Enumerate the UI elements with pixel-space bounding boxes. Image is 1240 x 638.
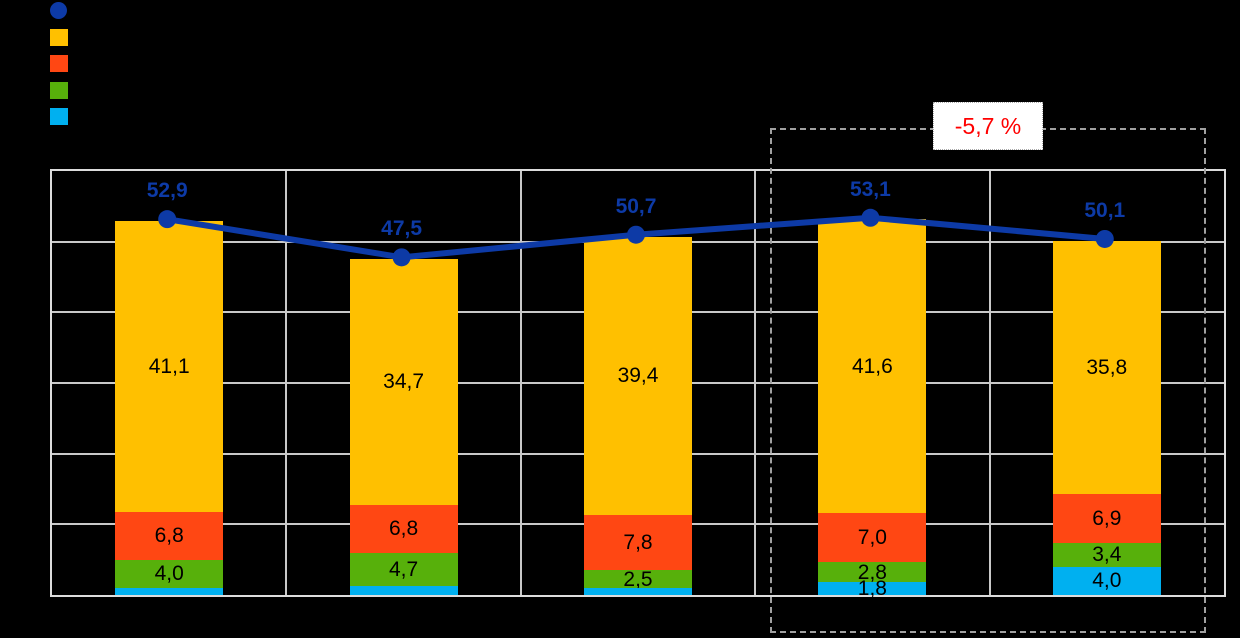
legend	[0, 0, 120, 140]
segment-cyan	[115, 587, 224, 595]
plot-area: 41,1 6,8 4,0 34,7 6,8 4,7 39,4 7,8 2,5 41,6 7,0 2,8…	[50, 169, 1226, 599]
line-value-label: 50,7	[615, 194, 657, 218]
segment-orange-value-label: 7,8	[623, 531, 653, 555]
legend-marker-segment-cyan-icon	[50, 108, 68, 125]
stacked-bar-4: 41,6 7,0 2,8 1,8	[818, 219, 927, 599]
segment-green-value-label: 4,7	[388, 557, 419, 581]
segment-green-value-label: 2,5	[623, 567, 653, 591]
segment-orange: 7,8	[584, 515, 692, 571]
legend-marker-segment-orange-icon	[50, 55, 68, 72]
segment-cyan	[349, 585, 458, 595]
line-value-label: 53,1	[849, 177, 891, 201]
segment-yellow: 35,8	[1052, 240, 1161, 494]
segment-green: 3,4	[1052, 542, 1161, 567]
segment-yellow-value-label: 34,7	[383, 370, 425, 394]
segment-green: 2,5	[584, 567, 692, 591]
annotation-label: -5,7 %	[954, 112, 1022, 139]
legend-marker-total-line-icon	[50, 2, 67, 19]
segment-yellow-value-label: 41,6	[851, 354, 893, 378]
segment-green: 4,7	[349, 552, 458, 586]
segment-yellow: 41,1	[115, 221, 224, 512]
segment-yellow-value-label: 39,4	[617, 364, 659, 388]
segment-cyan: 1,8	[818, 578, 927, 599]
stacked-bar-2: 34,7 6,8 4,7	[349, 259, 458, 595]
segment-yellow: 41,6	[818, 219, 927, 514]
segment-orange-value-label: 6,8	[388, 517, 419, 541]
v-gridline	[519, 171, 522, 595]
line-value-label: 50,1	[1084, 198, 1126, 222]
stacked-bar-5: 35,8 6,9 3,4 4,0	[1052, 240, 1161, 595]
segment-orange: 6,9	[1052, 493, 1161, 543]
segment-yellow-value-label: 35,8	[1086, 355, 1128, 379]
segment-green-value-label: 2,8	[857, 560, 887, 584]
segment-orange: 6,8	[349, 504, 458, 553]
v-gridline	[754, 171, 757, 595]
segment-yellow: 39,4	[584, 236, 692, 516]
segment-green-value-label: 4,0	[154, 562, 184, 586]
v-gridline	[988, 171, 991, 595]
stacked-bar-1: 41,1 6,8 4,0	[115, 221, 224, 595]
segment-cyan-value-label: 4,0	[1092, 569, 1122, 593]
segment-orange-value-label: 7,0	[857, 526, 887, 550]
line-value-label: 52,9	[146, 179, 188, 203]
legend-marker-segment-yellow-icon	[50, 29, 68, 46]
segment-green-value-label: 3,4	[1092, 543, 1122, 567]
segment-orange-value-label: 6,9	[1092, 506, 1122, 530]
segment-cyan-value-label: 1,8	[857, 577, 887, 601]
segment-orange-value-label: 6,8	[154, 524, 184, 548]
segment-orange: 7,0	[818, 513, 927, 563]
segment-cyan	[584, 587, 692, 595]
segment-green: 4,0	[115, 559, 224, 588]
legend-marker-segment-green-icon	[50, 82, 68, 99]
annotation-box: -5,7 %	[933, 102, 1043, 150]
segment-orange: 6,8	[115, 511, 224, 560]
segment-green: 2,8	[818, 560, 927, 584]
segment-yellow-value-label: 41,1	[148, 354, 190, 378]
line-value-label: 47,5	[381, 217, 423, 241]
segment-yellow: 34,7	[349, 259, 458, 505]
segment-cyan: 4,0	[1052, 566, 1161, 595]
stacked-bar-3: 39,4 7,8 2,5	[584, 236, 692, 595]
v-gridline	[285, 171, 288, 595]
